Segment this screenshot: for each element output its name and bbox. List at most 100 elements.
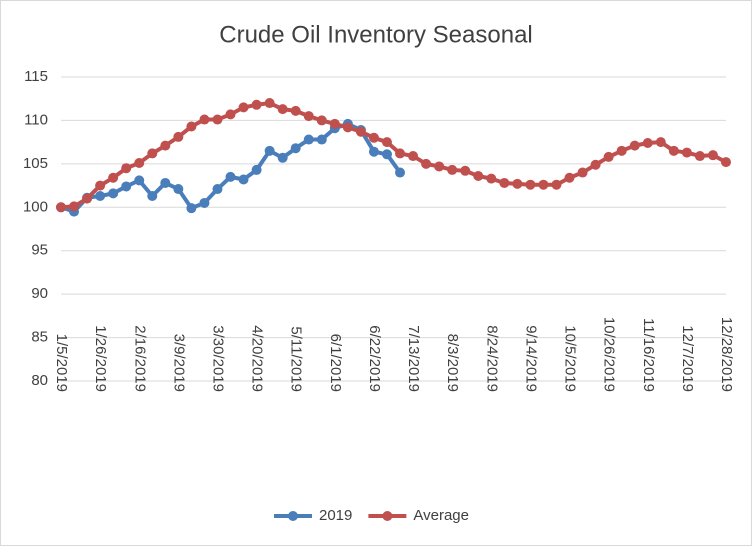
legend-marker <box>382 511 393 521</box>
data-point <box>173 184 184 195</box>
x-tick-label: 5/11/2019 <box>288 326 305 392</box>
x-tick-label: 10/26/2019 <box>601 317 618 392</box>
data-point <box>264 98 275 109</box>
data-point <box>368 146 379 157</box>
x-tick-label: 9/14/2019 <box>522 325 539 392</box>
y-tick-label: 95 <box>31 242 48 259</box>
y-tick-label: 85 <box>31 329 48 346</box>
y-tick-label: 115 <box>24 68 48 85</box>
data-point <box>642 138 653 149</box>
data-point <box>681 147 692 158</box>
data-point <box>82 193 93 204</box>
y-tick-label: 80 <box>31 372 48 389</box>
data-point <box>564 172 575 183</box>
y-tick-label: 90 <box>31 285 48 302</box>
data-point <box>460 165 471 176</box>
x-tick-label: 7/13/2019 <box>405 325 422 392</box>
x-tick-label: 6/1/2019 <box>327 334 344 392</box>
legend-marker <box>288 511 298 521</box>
data-point <box>512 178 523 189</box>
data-point <box>655 137 666 148</box>
data-point <box>525 179 536 190</box>
data-point <box>395 167 406 178</box>
data-point <box>134 175 145 186</box>
data-point <box>355 126 366 137</box>
data-point <box>694 151 705 162</box>
data-point <box>421 158 432 169</box>
data-point <box>212 184 223 195</box>
data-point <box>147 148 158 159</box>
y-tick-label: 110 <box>24 111 48 128</box>
data-point <box>538 179 549 190</box>
data-point <box>225 171 236 182</box>
x-tick-label: 4/20/2019 <box>249 325 266 392</box>
data-point <box>186 203 197 214</box>
x-tick-label: 2/16/2019 <box>131 325 148 392</box>
data-point <box>629 140 640 151</box>
data-point <box>381 137 392 148</box>
data-point <box>316 134 327 145</box>
y-tick-label: 100 <box>23 198 48 215</box>
data-point <box>121 181 132 192</box>
x-tick-label: 1/26/2019 <box>92 325 109 392</box>
series-line <box>60 101 727 210</box>
data-point <box>95 180 106 191</box>
data-point <box>160 177 171 188</box>
data-point <box>95 190 106 201</box>
x-tick-label: 11/16/2019 <box>640 318 657 392</box>
data-point <box>381 149 392 160</box>
legend-label: 2019 <box>319 507 352 524</box>
chart-title: Crude Oil Inventory Seasonal <box>219 21 533 48</box>
data-point <box>212 114 223 125</box>
data-point <box>225 109 236 120</box>
data-point <box>577 167 588 178</box>
data-point <box>251 99 262 110</box>
data-point <box>329 118 340 129</box>
x-tick-label: 12/28/2019 <box>718 317 735 392</box>
data-point <box>251 164 262 175</box>
data-point <box>121 163 132 174</box>
data-point <box>199 114 210 125</box>
data-point <box>499 177 510 188</box>
data-point <box>264 145 275 156</box>
x-tick-label: 12/7/2019 <box>679 325 696 392</box>
data-point <box>199 197 210 208</box>
data-point <box>56 202 66 213</box>
legend-label: Average <box>413 507 469 524</box>
data-point <box>616 145 627 156</box>
data-point <box>238 102 249 113</box>
x-tick-label: 3/30/2019 <box>210 325 227 392</box>
data-point <box>342 122 353 133</box>
data-point <box>173 131 184 142</box>
x-tick-label: 3/9/2019 <box>170 334 187 392</box>
data-point <box>408 151 419 162</box>
data-point <box>473 171 484 182</box>
data-point <box>551 179 562 190</box>
data-point <box>486 173 497 184</box>
data-point <box>590 159 601 170</box>
data-point <box>721 157 731 168</box>
data-point <box>277 152 288 163</box>
data-point <box>69 201 80 212</box>
data-point <box>108 172 119 183</box>
x-tick-label: 10/5/2019 <box>562 325 579 392</box>
data-point <box>434 161 445 172</box>
data-point <box>108 188 119 199</box>
data-point <box>134 157 145 168</box>
data-point <box>668 145 679 156</box>
x-tick-label: 8/24/2019 <box>483 325 500 392</box>
data-point <box>147 190 158 201</box>
data-point <box>395 148 406 159</box>
data-point <box>238 174 249 185</box>
x-tick-label: 8/3/2019 <box>444 334 461 392</box>
x-tick-label: 6/22/2019 <box>366 325 383 392</box>
data-point <box>290 105 301 116</box>
y-tick-label: 105 <box>23 155 48 172</box>
data-point <box>186 121 197 132</box>
data-point <box>368 132 379 143</box>
data-point <box>290 143 301 154</box>
data-point <box>303 111 314 122</box>
x-tick-label: 1/5/2019 <box>53 334 70 392</box>
